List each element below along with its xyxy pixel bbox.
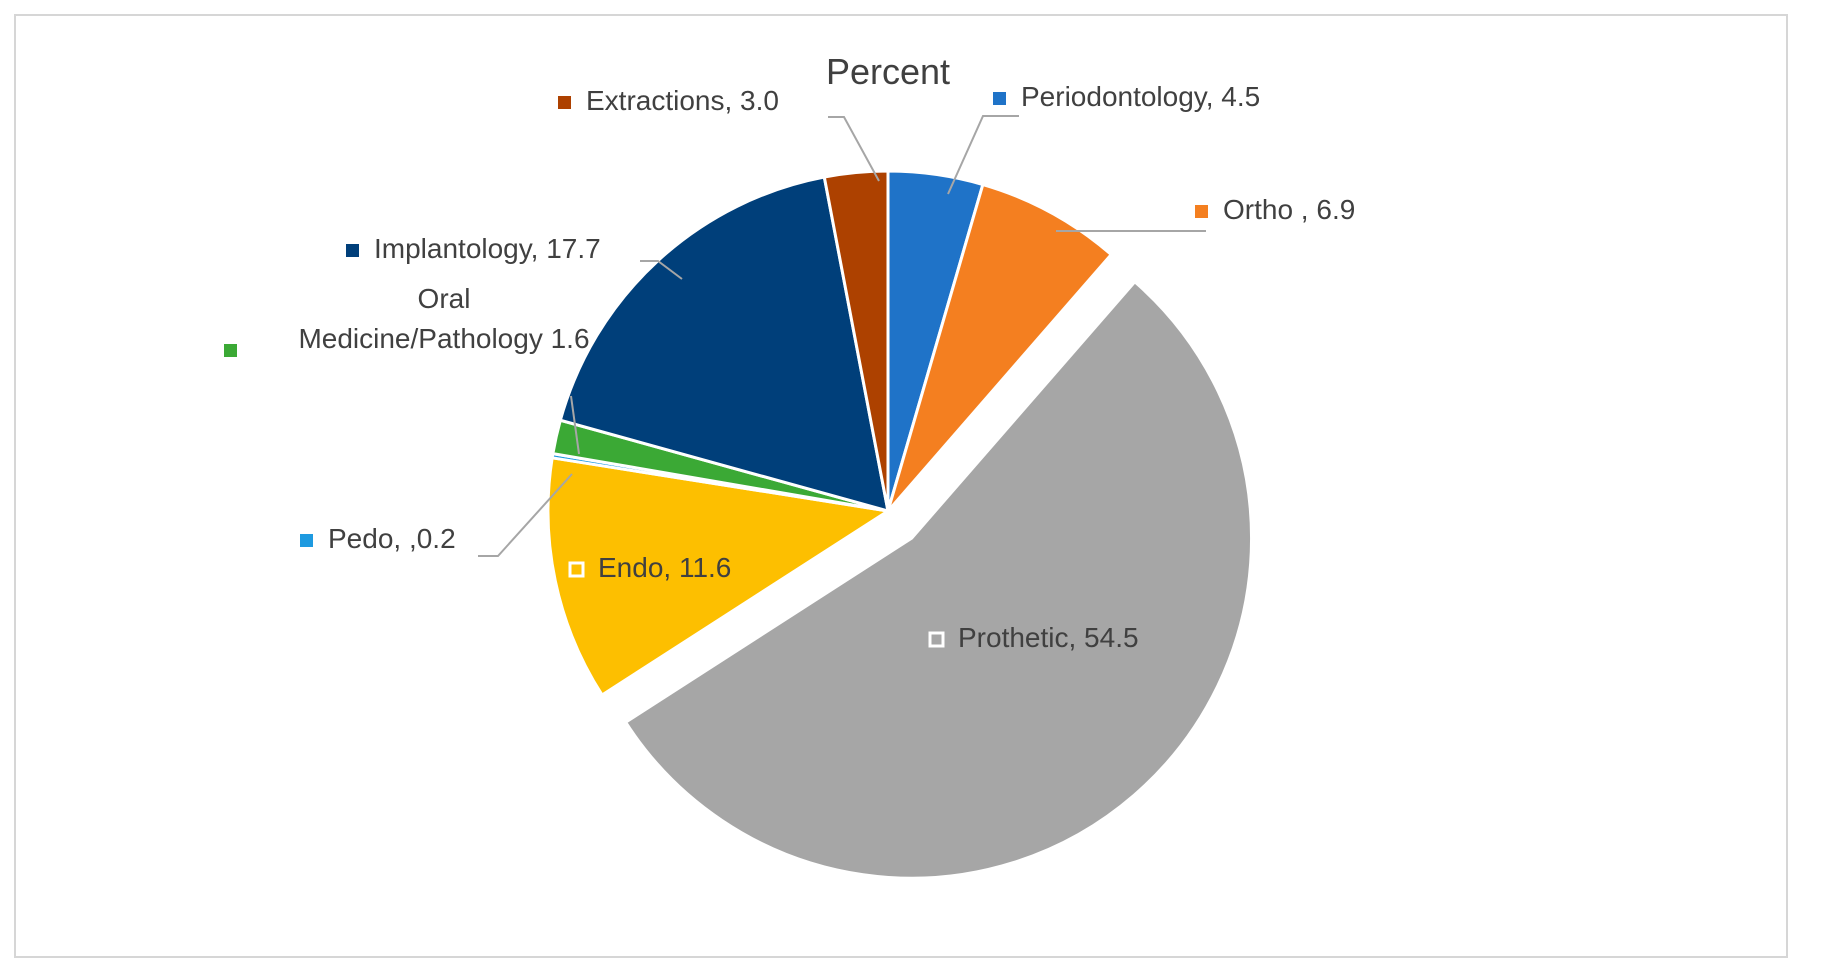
legend-key-prothetic xyxy=(928,631,945,648)
slice-label-text-extractions: Extractions, 3.0 xyxy=(586,85,779,116)
chart-frame: Percent Periodontology, 4.5 Ortho , 6.9 Pr… xyxy=(14,14,1788,958)
slice-label-endo: Endo, 11.6 xyxy=(568,552,731,583)
pie-slice-prothetic xyxy=(623,279,1254,880)
slice-label-line: Oral xyxy=(418,283,471,314)
slice-labels: Periodontology, 4.5 Ortho , 6.9 Prothetic,… xyxy=(224,81,1355,653)
leader-lines xyxy=(478,115,1206,557)
slice-label-text-endo: Endo, 11.6 xyxy=(598,552,731,583)
slice-label-periodontology: Periodontology, 4.5 xyxy=(993,81,1260,112)
slice-label-pedo: Pedo, ,0.2 xyxy=(300,523,456,554)
leader-line-periodontology xyxy=(947,115,1019,195)
slice-label-text-prothetic: Prothetic, 54.5 xyxy=(958,622,1139,653)
slice-label-ortho: Ortho , 6.9 xyxy=(1195,194,1355,225)
legend-key-extractions xyxy=(558,96,571,109)
leader-line-extractions xyxy=(828,116,880,182)
slice-label-text-oral-medicine-pathology: Oral Medicine/Pathology 1.6 xyxy=(298,283,589,354)
slice-label-oral-medicine-pathology: Oral Medicine/Pathology 1.6 xyxy=(224,283,590,357)
leader-line-oral-medicine-pathology xyxy=(570,395,580,455)
slice-label-implantology: Implantology, 17.7 xyxy=(346,233,601,264)
pie-slice-extractions xyxy=(822,169,890,512)
pie-chart: Percent Periodontology, 4.5 Ortho , 6.9 Pr… xyxy=(224,51,1355,880)
chart-title: Percent xyxy=(826,51,950,92)
slice-label-text-pedo: Pedo, ,0.2 xyxy=(328,523,456,554)
legend-key-periodontology xyxy=(993,92,1006,105)
slice-label-text-ortho: Ortho , 6.9 xyxy=(1223,194,1355,225)
leader-line-pedo xyxy=(478,473,573,557)
leader-line-implantology xyxy=(640,260,683,280)
slice-label-prothetic: Prothetic, 54.5 xyxy=(928,622,1139,653)
pie-slices xyxy=(546,169,1254,880)
slice-label-text-periodontology: Periodontology, 4.5 xyxy=(1021,81,1260,112)
slice-label-line: Medicine/Pathology 1.6 xyxy=(298,323,589,354)
slice-label-text-implantology: Implantology, 17.7 xyxy=(374,233,601,264)
pie-slice-endo xyxy=(546,456,893,698)
legend-key-implantology xyxy=(346,244,359,257)
pie-slice-ortho xyxy=(886,182,1114,512)
slice-label-extractions: Extractions, 3.0 xyxy=(558,85,779,116)
legend-key-endo xyxy=(568,561,585,578)
legend-key-pedo xyxy=(300,534,313,547)
legend-key-ortho xyxy=(1195,205,1208,218)
legend-key-oral-medicine-pathology xyxy=(224,344,237,357)
